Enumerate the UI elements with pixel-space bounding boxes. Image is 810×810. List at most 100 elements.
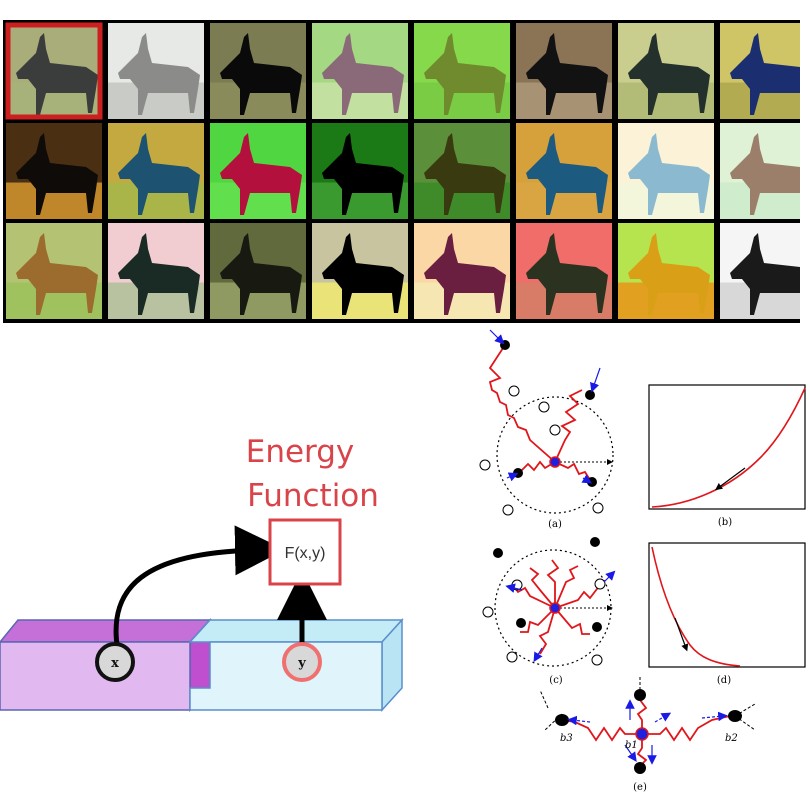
e-spring: [636, 699, 648, 734]
energy-function-panel: F(x,y) Energy Function x y: [0, 434, 404, 712]
e-node-label: b2: [725, 733, 738, 744]
c-spring: [554, 584, 601, 609]
diagram-d: (d): [648, 542, 806, 686]
image-tile: [516, 23, 612, 119]
image-tile: [108, 123, 204, 219]
image-tile: [312, 123, 408, 219]
image-tile: [210, 23, 306, 119]
image-tile: [6, 123, 102, 219]
image-tile: [5, 22, 103, 120]
a-particle: [513, 468, 523, 478]
e-force-arrow: [567, 715, 591, 726]
e-node-label: b1: [625, 740, 638, 751]
a-empty-particle: [549, 424, 561, 436]
c-force-arrow: [505, 583, 523, 593]
e-dashed-edge: [734, 703, 756, 717]
highlight-frame: [5, 22, 103, 120]
e-force-arrow: [654, 712, 672, 723]
b-gradient-arrow: [715, 467, 746, 491]
e-node: [634, 689, 646, 701]
a-center-particle: [549, 456, 561, 468]
a-spring: [519, 460, 556, 473]
y-node: [282, 642, 322, 682]
a-force-arrow: [581, 474, 593, 484]
a-particle: [585, 390, 595, 400]
e-node: [555, 714, 569, 726]
c-spring: [554, 607, 590, 635]
image-tile: [108, 223, 204, 319]
a-particle: [587, 477, 597, 487]
e-force-arrow: [624, 744, 637, 762]
e-dashed-edge: [734, 715, 756, 731]
a-spring: [554, 389, 583, 463]
particle-panel: (a) (b): [479, 329, 806, 793]
c-particle: [590, 537, 600, 547]
a-empty-particle: [502, 504, 514, 516]
e-spring: [561, 719, 642, 742]
a-empty-particle: [508, 385, 520, 397]
image-tile: [414, 223, 510, 319]
diagram-c: (c): [482, 537, 616, 686]
a-boundary-circle: [496, 396, 614, 514]
c-particle: [516, 618, 526, 628]
image-tile: [210, 223, 306, 319]
image-tile: [618, 223, 714, 319]
image-tile: [618, 23, 714, 119]
c-particle: [493, 548, 503, 558]
image-tile: [6, 223, 102, 319]
a-force-arrow: [590, 367, 601, 393]
image-tile: [720, 23, 800, 119]
d-curve: [651, 546, 741, 667]
c-spring: [529, 567, 556, 609]
c-empty-particle: [594, 578, 606, 590]
diagram-e: b3 b1 b2 (e): [539, 675, 756, 793]
e-spring: [642, 715, 731, 742]
energy-function-box: [268, 518, 342, 586]
c-empty-particle: [591, 654, 603, 666]
b-curve: [651, 387, 806, 508]
image-tile: [414, 123, 510, 219]
e-node-label-b3: b3: [560, 733, 573, 744]
d-gradient-arrow: [674, 617, 689, 652]
a-spring: [554, 461, 591, 481]
c-spring: [520, 607, 556, 633]
c-spring: [554, 565, 579, 609]
a-particle: [500, 340, 510, 350]
e-node: [728, 710, 742, 722]
a-spring: [488, 344, 556, 463]
diagram-a: (a): [479, 329, 614, 530]
y-box-top: [188, 619, 404, 643]
d-plot-frame: [648, 542, 806, 668]
e-node-label-b2: b2: [725, 733, 738, 744]
b-plot-frame: [648, 384, 806, 510]
c-spring: [538, 607, 556, 655]
image-tile: [312, 223, 408, 319]
x-node: [95, 642, 135, 682]
e-dashed-edge: [539, 689, 549, 709]
image-tile: [516, 123, 612, 219]
label-b: (b): [718, 517, 732, 528]
image-tile: [720, 223, 800, 319]
image-tile: [618, 123, 714, 219]
c-particle: [592, 622, 602, 632]
c-empty-particle: [482, 606, 494, 618]
a-force-arrow: [489, 329, 505, 345]
image-tile: [720, 123, 800, 219]
image-tile: [312, 23, 408, 119]
label-c: (c): [549, 675, 563, 686]
c-center-particle: [549, 602, 561, 614]
energy-title-line1: Energy: [246, 434, 355, 470]
e-node: [634, 762, 646, 774]
image-tile: [414, 23, 510, 119]
e-spring: [636, 734, 648, 767]
image-grid: [3, 20, 800, 323]
c-empty-particle: [506, 651, 518, 663]
y-node-label: y: [297, 656, 306, 671]
diagram-b: (b): [648, 384, 806, 528]
e-node-label: b3: [560, 733, 573, 744]
e-center-node: [635, 727, 649, 741]
image-tile: [210, 123, 306, 219]
a-empty-particle: [538, 401, 550, 413]
e-force-arrow: [701, 711, 728, 722]
